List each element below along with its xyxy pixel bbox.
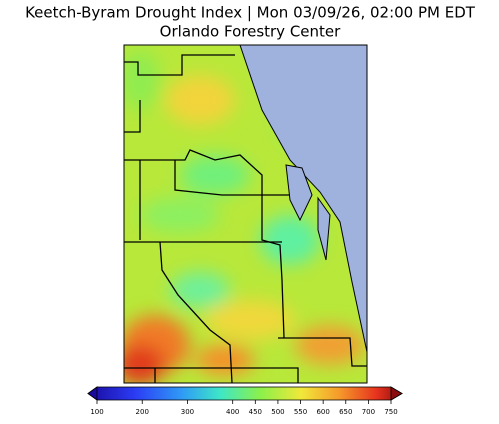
colorbar-tick-label: 550 <box>294 408 307 416</box>
colorbar-tick-label: 100 <box>90 408 103 416</box>
colorbar-tick-label: 600 <box>316 408 329 416</box>
map-frame <box>123 44 368 384</box>
colorbar-tick-label: 400 <box>226 408 239 416</box>
colorbar-tick-label: 700 <box>362 408 375 416</box>
colorbar-tick-label: 450 <box>249 408 262 416</box>
colorbar: 100 200 300 400 450 500 550 600 650 700 750 <box>87 386 403 416</box>
map-subtitle: Orlando Forestry Center <box>160 23 341 41</box>
colorbar-tick-label: 200 <box>136 408 149 416</box>
colorbar-tick-label: 300 <box>181 408 194 416</box>
drought-map <box>124 45 367 383</box>
map-title: Keetch-Byram Drought Index | Mon 03/09/2… <box>25 4 476 22</box>
colorbar-tick-label: 750 <box>384 408 397 416</box>
county-boundaries <box>124 54 367 383</box>
colorbar-tick-label: 650 <box>339 408 352 416</box>
colorbar-tick-label: 500 <box>271 408 284 416</box>
